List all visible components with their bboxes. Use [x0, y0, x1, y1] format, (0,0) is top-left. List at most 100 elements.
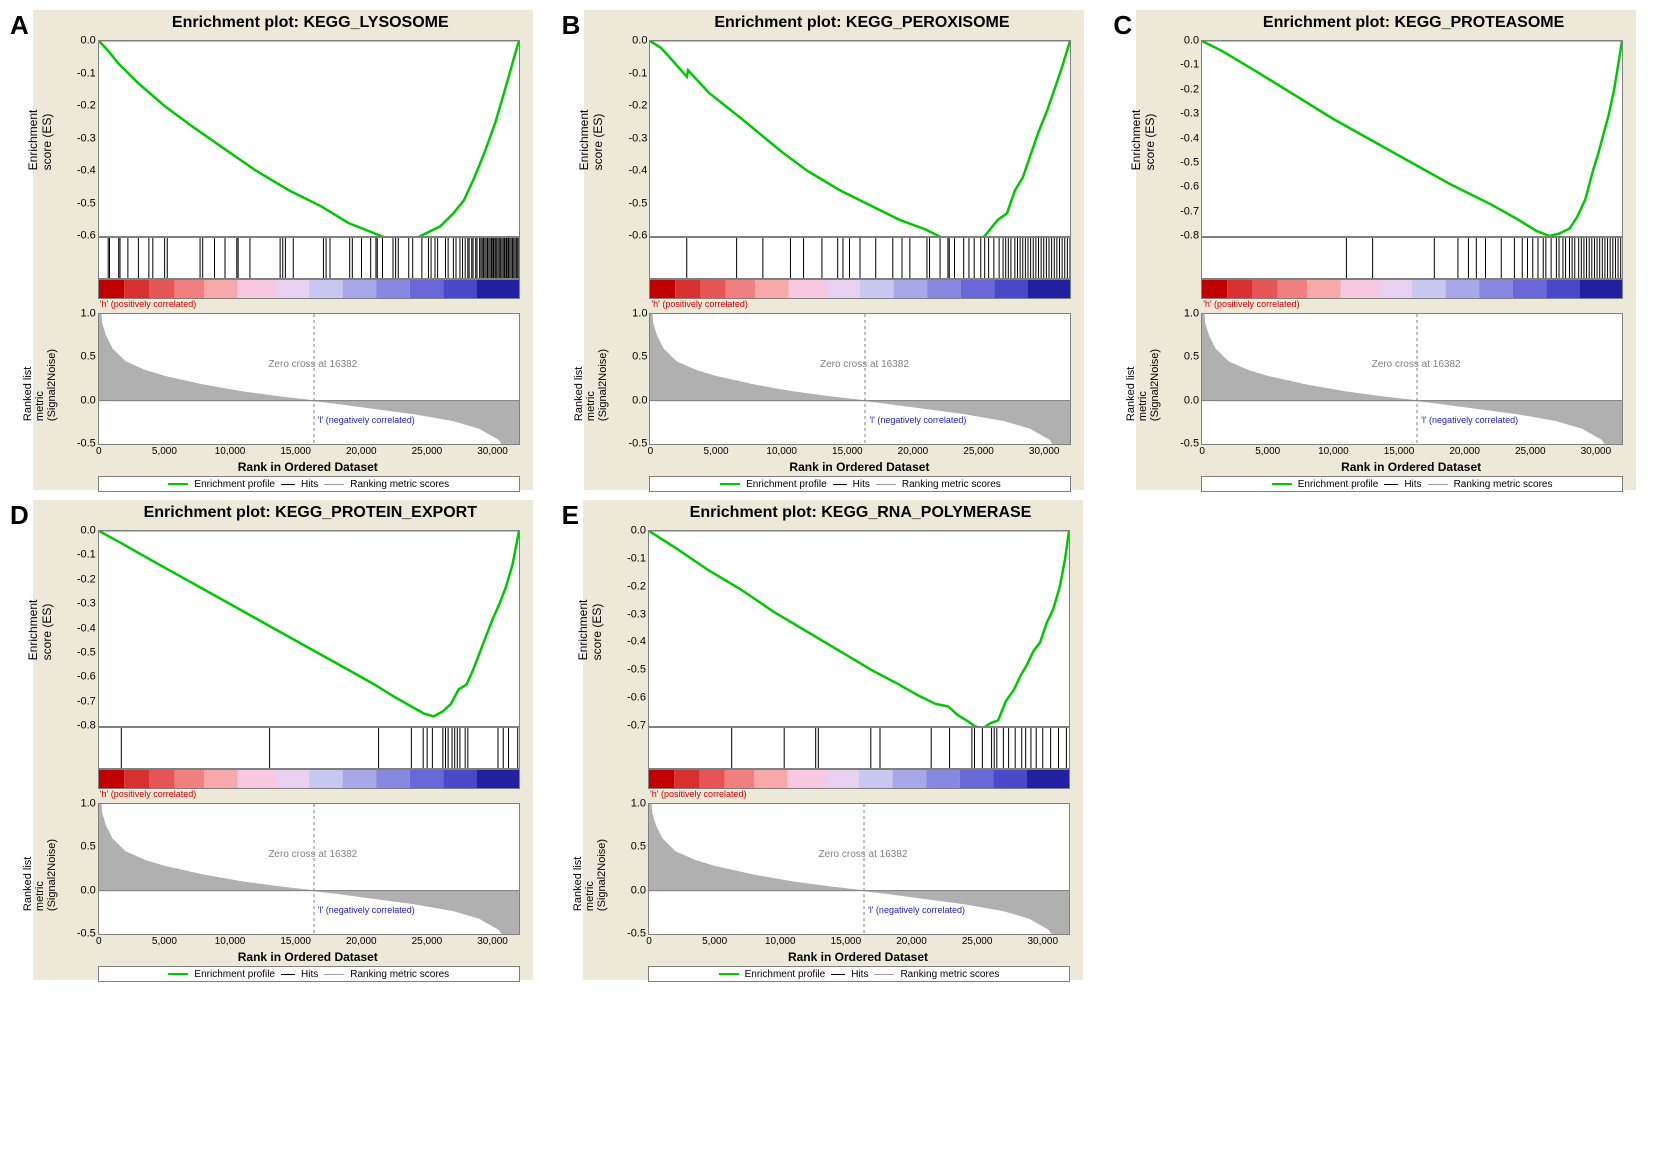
legend-swatch-ranking	[324, 484, 344, 485]
ranking-metric-plot: -0.50.00.51.005,00010,00015,00020,00025,…	[98, 803, 520, 935]
panel-label: A	[10, 12, 29, 38]
zero-cross-label: Zero cross at 16382	[814, 359, 914, 370]
positive-correlation-label: 'h' (positively correlated)	[651, 299, 747, 309]
enrichment-score-plot: 0.0-0.1-0.2-0.3-0.4-0.5-0.6-0.7-0.8	[1201, 40, 1623, 237]
es-ytick: -0.8	[1180, 231, 1202, 242]
panel-label: C	[1113, 12, 1132, 38]
zero-cross-label: Zero cross at 16382	[813, 849, 913, 860]
es-ytick: 0.0	[80, 526, 98, 537]
legend-label: Ranking metric scores	[350, 479, 449, 490]
legend-swatch-hits	[281, 484, 295, 485]
xtick: 20,000	[896, 934, 927, 947]
legend: Enrichment profileHitsRanking metric sco…	[1201, 476, 1623, 492]
es-ytick: -0.3	[77, 599, 99, 610]
rm-ytick: 0.0	[1184, 395, 1202, 406]
es-ytick: -0.3	[627, 609, 649, 620]
hits-rug	[98, 727, 520, 769]
legend-label: Enrichment profile	[194, 479, 275, 490]
legend-label: Enrichment profile	[746, 479, 827, 490]
es-ytick: -0.4	[628, 166, 650, 177]
legend-label: Hits	[1404, 479, 1421, 490]
enrichment-score-plot: 0.0-0.1-0.2-0.3-0.4-0.5-0.6	[98, 40, 520, 237]
xtick: 0	[1199, 444, 1205, 457]
rm-ytick: 0.5	[1184, 352, 1202, 363]
es-ytick: -0.6	[77, 231, 99, 242]
rm-ytick: 0.0	[80, 885, 98, 896]
panel-label: E	[562, 502, 579, 528]
panel-E: EEnrichment plot: KEGG_RNA_POLYMERASEEnr…	[562, 500, 1104, 980]
es-ytick: -0.2	[627, 581, 649, 592]
rm-ytick: 0.5	[632, 352, 650, 363]
panel-A: A Enrichment plot: KEGG_LYSOSOME Enrichmen…	[10, 10, 552, 490]
xtick: 25,000	[963, 444, 994, 457]
legend-swatch-ranking	[324, 974, 344, 975]
es-ytick: -0.2	[1180, 84, 1202, 95]
heatmap-strip	[98, 279, 520, 299]
xlabel: Rank in Ordered Dataset	[1201, 460, 1621, 474]
es-ytick: -0.5	[77, 647, 99, 658]
es-ytick: -0.6	[77, 672, 99, 683]
panel-C: CEnrichment plot: KEGG_PROTEASOMEEnrichm…	[1113, 10, 1655, 490]
es-ytick: -0.5	[628, 198, 650, 209]
gsea-panel: Enrichment plot: KEGG_PROTEIN_EXPORTEnri…	[33, 500, 533, 980]
xtick: 10,000	[765, 934, 796, 947]
legend-swatch-hits	[833, 484, 847, 485]
legend-swatch-enrichment	[719, 973, 739, 975]
legend-swatch-ranking	[1428, 484, 1448, 485]
rm-ytick: 0.0	[80, 395, 98, 406]
legend-label: Hits	[301, 969, 318, 980]
es-ytick: -0.2	[628, 101, 650, 112]
ranking-metric-plot: -0.50.00.51.005,00010,00015,00020,00025,…	[648, 803, 1070, 935]
xtick: 5,000	[152, 934, 177, 947]
ranking-metric-plot: -0.50.00.51.005,00010,00015,00020,00025,…	[1201, 313, 1623, 445]
ylabel-rm: Ranked list metric (Signal2Noise)	[516, 376, 666, 394]
es-ytick: 0.0	[632, 36, 650, 47]
legend-label: Ranking metric scores	[350, 969, 449, 980]
es-ytick: 0.0	[631, 526, 649, 537]
xtick: 0	[96, 934, 102, 947]
es-ytick: -0.7	[77, 696, 99, 707]
plot-title: Enrichment plot: KEGG_LYSOSOME	[98, 14, 523, 32]
hits-rug	[98, 237, 520, 279]
legend: Enrichment profileHitsRanking metric sco…	[649, 476, 1071, 492]
xtick: 15,000	[832, 444, 863, 457]
es-ytick: 0.0	[1184, 36, 1202, 47]
xtick: 30,000	[1581, 444, 1612, 457]
xtick: 5,000	[704, 444, 729, 457]
negative-correlation-label: 'l' (negatively correlated)	[868, 905, 965, 915]
legend-swatch-enrichment	[1272, 483, 1292, 485]
es-ytick: -0.7	[627, 721, 649, 732]
ylabel-rm: Ranked list metric (Signal2Noise)	[515, 866, 665, 884]
legend-swatch-enrichment	[168, 483, 188, 485]
positive-correlation-label: 'h' (positively correlated)	[1203, 299, 1299, 309]
legend-swatch-ranking	[874, 974, 894, 975]
hits-rug	[648, 727, 1070, 769]
xtick: 25,000	[412, 444, 443, 457]
es-ytick: 0.0	[80, 36, 98, 47]
es-ytick: -0.4	[627, 637, 649, 648]
es-ytick: -0.3	[1180, 109, 1202, 120]
positive-correlation-label: 'h' (positively correlated)	[100, 789, 196, 799]
xtick: 25,000	[962, 934, 993, 947]
es-ytick: -0.1	[1180, 60, 1202, 71]
es-ytick: -0.5	[627, 665, 649, 676]
xtick: 15,000	[280, 934, 311, 947]
xtick: 0	[648, 444, 654, 457]
legend: Enrichment profileHitsRanking metric sco…	[648, 966, 1070, 982]
rm-ytick: 1.0	[1184, 309, 1202, 320]
legend-label: Ranking metric scores	[900, 969, 999, 980]
legend-label: Enrichment profile	[194, 969, 275, 980]
panel-D: DEnrichment plot: KEGG_PROTEIN_EXPORTEnr…	[10, 500, 552, 980]
heatmap-strip	[1201, 279, 1623, 299]
xtick: 20,000	[346, 444, 377, 457]
rm-ytick: 0.5	[80, 842, 98, 853]
xtick: 10,000	[766, 444, 797, 457]
enrichment-score-plot: 0.0-0.1-0.2-0.3-0.4-0.5-0.6-0.7	[648, 530, 1070, 727]
xtick: 25,000	[1515, 444, 1546, 457]
xtick: 20,000	[1449, 444, 1480, 457]
xtick: 5,000	[1255, 444, 1280, 457]
figure-grid: A Enrichment plot: KEGG_LYSOSOME Enrichmen…	[10, 10, 1655, 980]
xtick: 30,000	[1027, 934, 1058, 947]
gsea-panel: Enrichment plot: KEGG_PROTEASOMEEnrichme…	[1136, 10, 1636, 490]
ylabel-rm: Ranked list metric (Signal2Noise)	[1068, 376, 1218, 394]
